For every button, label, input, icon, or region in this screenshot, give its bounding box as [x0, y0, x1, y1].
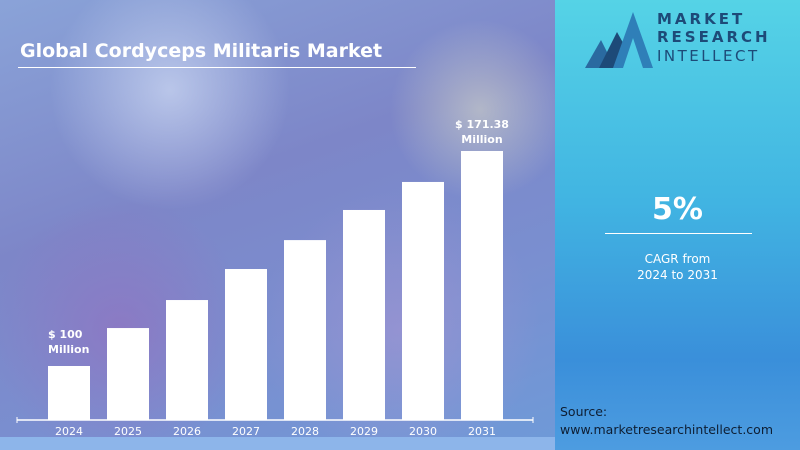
data-label: Million [48, 343, 89, 356]
cagr-label-line2: 2024 to 2031 [637, 268, 718, 282]
bar-2028 [284, 240, 326, 420]
bar-2026 [166, 300, 208, 420]
x-tick-label: 2026 [173, 425, 201, 438]
x-tick-label: 2029 [350, 425, 378, 438]
bar-2029 [343, 209, 385, 420]
logo-text-research: RESEARCH [657, 28, 771, 46]
cagr-value: 5% [652, 192, 703, 227]
side-panel [555, 0, 800, 450]
chart-title: Global Cordyceps Militaris Market [20, 40, 383, 62]
bar-2024 [48, 366, 90, 420]
bar-2030 [402, 181, 444, 420]
data-label: $ 100 [48, 328, 83, 341]
x-tick-label: 2024 [55, 425, 83, 438]
bottom-strip [0, 437, 555, 450]
x-tick-label: 2027 [232, 425, 260, 438]
x-tick-label: 2030 [409, 425, 437, 438]
x-tick-label: 2025 [114, 425, 142, 438]
logo-mark-icon [585, 12, 653, 68]
source-label: Source: [560, 404, 608, 419]
cagr-divider [605, 233, 752, 234]
bar-chart: 2024 2025 2026 2027 2028 2029 2030 2031 $ 100 Mil… [16, 118, 534, 438]
bar-2027 [225, 269, 267, 420]
title-underline [18, 67, 416, 68]
bar-2031 [461, 151, 503, 420]
logo-text-market: MARKET [657, 10, 746, 28]
source-url[interactable]: www.marketresearchintellect.com [560, 422, 774, 437]
bar-2025 [107, 328, 149, 420]
source: Source: www.marketresearchintellect.com [560, 403, 773, 439]
data-label: $ 171.38 [455, 118, 509, 131]
x-tick-label: 2031 [468, 425, 496, 438]
cagr-label-line1: CAGR from [644, 252, 711, 266]
x-tick-label: 2028 [291, 425, 319, 438]
cagr-label: CAGR from 2024 to 2031 [555, 251, 800, 283]
logo: MARKET RESEARCH INTELLECT [585, 10, 785, 70]
logo-text-intellect: INTELLECT [657, 47, 760, 65]
data-label: Million [461, 133, 502, 146]
